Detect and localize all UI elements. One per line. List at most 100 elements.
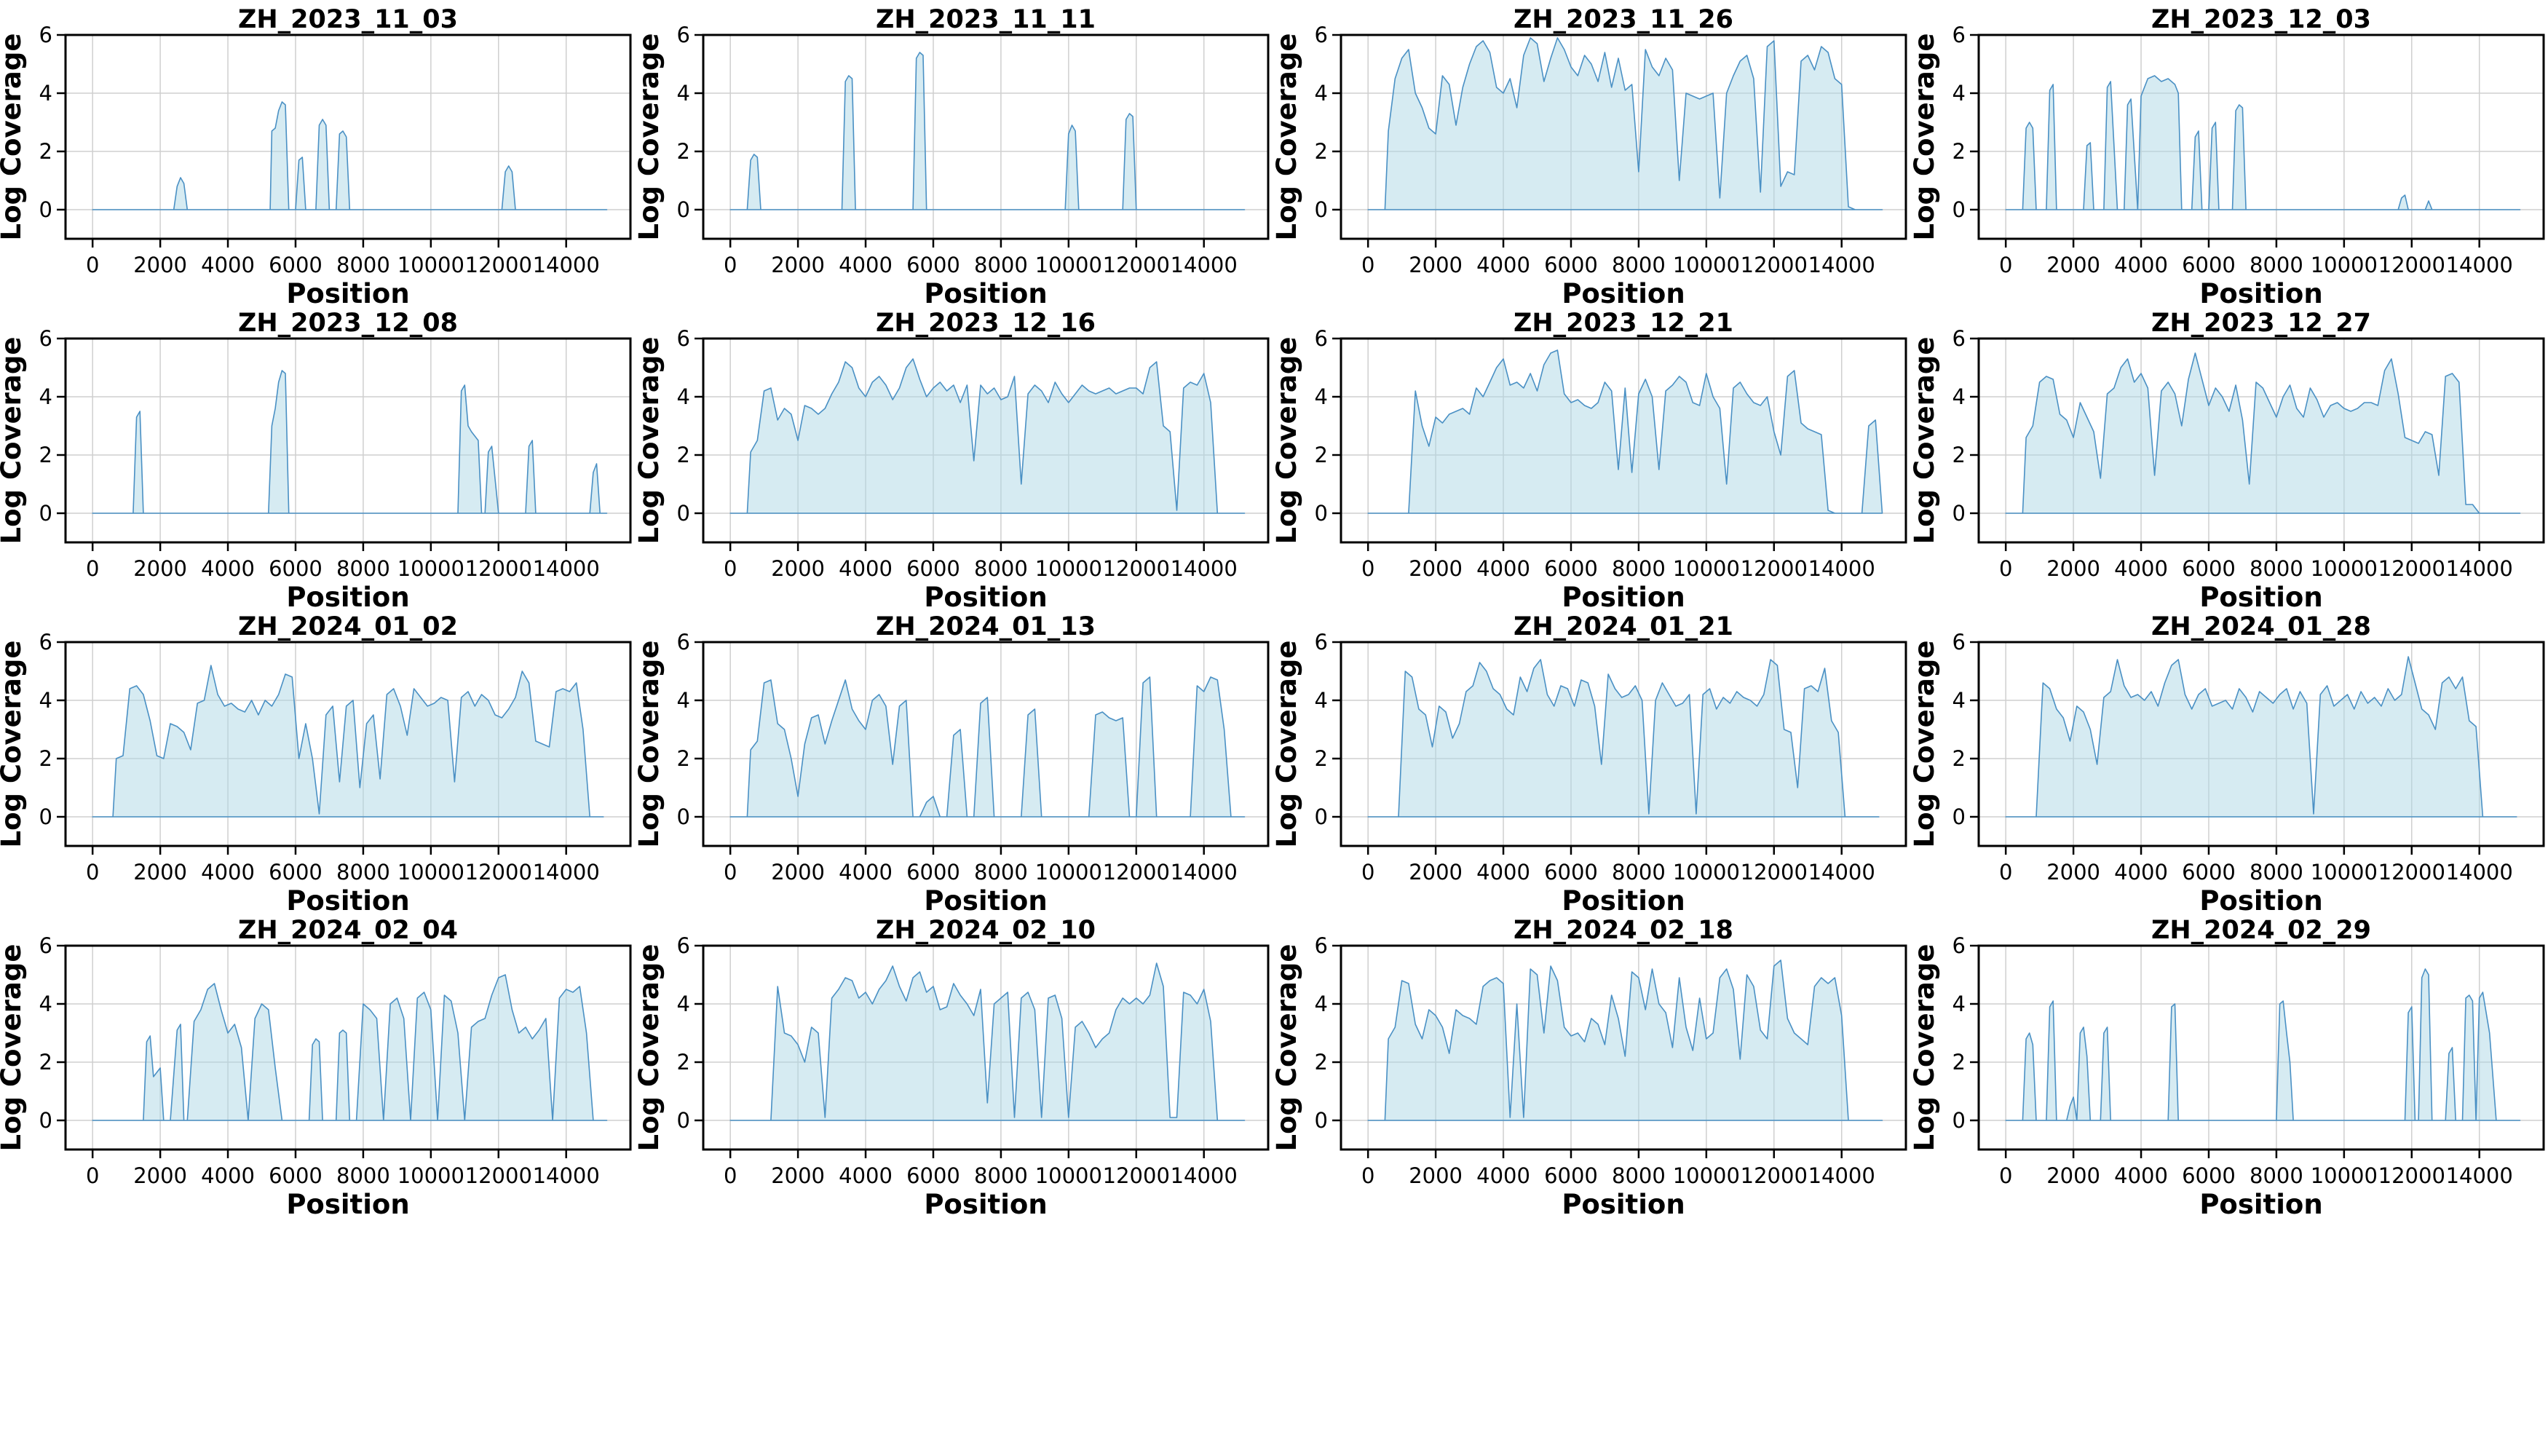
y-tick-label: 2 bbox=[1315, 1050, 1328, 1075]
x-tick-label: 12000 bbox=[465, 556, 532, 581]
x-tick-label: 10000 bbox=[1673, 556, 1740, 581]
x-tick-label: 14000 bbox=[1171, 253, 1238, 277]
y-tick-label: 4 bbox=[677, 992, 690, 1016]
coverage-area bbox=[92, 665, 604, 818]
x-tick-label: 2000 bbox=[2046, 860, 2100, 885]
subplot-title: ZH_2023_11_03 bbox=[238, 5, 458, 34]
x-tick-label: 6000 bbox=[269, 860, 323, 885]
x-axis-label: Position bbox=[1562, 1189, 1685, 1220]
x-tick-label: 6000 bbox=[1544, 860, 1598, 885]
x-tick-label: 2000 bbox=[133, 860, 187, 885]
y-tick-label: 0 bbox=[39, 804, 52, 829]
subplot-4: 0 2000 4000 6000 8000 10000 12000 14000 0 2 4 6 ZH_2… bbox=[1909, 5, 2545, 309]
y-axis-label: Log Coverage bbox=[633, 944, 665, 1152]
x-tick-label: 0 bbox=[724, 860, 737, 885]
x-tick-label: 12000 bbox=[465, 1163, 532, 1188]
coverage-area bbox=[92, 101, 608, 210]
y-tick-label: 2 bbox=[1952, 139, 1966, 164]
x-tick-label: 8000 bbox=[2250, 253, 2303, 277]
x-tick-label: 4000 bbox=[201, 860, 255, 885]
x-tick-label: 2000 bbox=[1409, 860, 1463, 885]
x-tick-label: 10000 bbox=[397, 253, 464, 277]
y-tick-label: 4 bbox=[1952, 688, 1966, 713]
x-tick-label: 14000 bbox=[533, 556, 600, 581]
x-axis-label: Position bbox=[1562, 885, 1685, 917]
x-tick-label: 4000 bbox=[839, 860, 893, 885]
x-axis-label: Position bbox=[2199, 278, 2322, 309]
x-tick-label: 0 bbox=[86, 556, 99, 581]
y-tick-label: 6 bbox=[1315, 326, 1328, 351]
y-tick-label: 4 bbox=[677, 81, 690, 106]
x-axis-label: Position bbox=[2199, 885, 2322, 917]
x-tick-label: 10000 bbox=[1673, 253, 1740, 277]
x-axis-label: Position bbox=[924, 278, 1047, 309]
subplot-title: ZH_2023_12_16 bbox=[876, 309, 1096, 338]
x-tick-label: 4000 bbox=[839, 1163, 893, 1188]
subplot-9: 0 2000 4000 6000 8000 10000 12000 14000 0 2 4 6 ZH_2… bbox=[0, 612, 632, 917]
x-tick-label: 2000 bbox=[2046, 556, 2100, 581]
y-tick-label: 6 bbox=[39, 23, 52, 47]
x-tick-label: 0 bbox=[1999, 556, 2012, 581]
x-tick-label: 12000 bbox=[2378, 253, 2445, 277]
y-tick-label: 4 bbox=[677, 384, 690, 409]
coverage-area bbox=[2005, 968, 2521, 1121]
x-tick-label: 2000 bbox=[133, 1163, 187, 1188]
y-axis-label: Log Coverage bbox=[1271, 944, 1302, 1152]
x-tick-label: 8000 bbox=[2250, 860, 2303, 885]
subplot-14: 0 2000 4000 6000 8000 10000 12000 14000 0 2 4 6 ZH_2… bbox=[633, 916, 1270, 1220]
coverage-area bbox=[2005, 75, 2521, 210]
subplot-title: ZH_2023_11_26 bbox=[1514, 5, 1733, 34]
y-tick-label: 0 bbox=[39, 501, 52, 526]
x-tick-label: 14000 bbox=[1808, 1163, 1875, 1188]
x-tick-label: 0 bbox=[1361, 253, 1374, 277]
x-tick-label: 0 bbox=[86, 253, 99, 277]
axes-frame bbox=[64, 944, 632, 1151]
y-tick-label: 2 bbox=[39, 139, 52, 164]
coverage-area bbox=[729, 962, 1246, 1121]
y-tick-label: 2 bbox=[1315, 443, 1328, 467]
subplot-title: ZH_2024_02_10 bbox=[876, 916, 1096, 945]
x-tick-label: 2000 bbox=[2046, 1163, 2100, 1188]
subplot-title: ZH_2024_02_04 bbox=[238, 916, 458, 945]
subplot-title: ZH_2024_01_02 bbox=[238, 612, 458, 641]
x-tick-label: 10000 bbox=[397, 556, 464, 581]
coverage-area bbox=[92, 370, 608, 514]
x-tick-label: 8000 bbox=[2250, 1163, 2303, 1188]
subplot-8: 0 2000 4000 6000 8000 10000 12000 14000 0 2 4 6 ZH_2… bbox=[1909, 309, 2545, 613]
coverage-area bbox=[1367, 37, 1883, 210]
y-axis-label: Log Coverage bbox=[1909, 641, 1940, 848]
axes-frame bbox=[702, 337, 1270, 544]
x-tick-label: 14000 bbox=[2446, 1163, 2513, 1188]
y-tick-label: 6 bbox=[1952, 326, 1966, 351]
x-tick-label: 14000 bbox=[1171, 1163, 1238, 1188]
x-tick-label: 4000 bbox=[1476, 253, 1530, 277]
x-tick-label: 12000 bbox=[1741, 556, 1808, 581]
subplot-11: 0 2000 4000 6000 8000 10000 12000 14000 0 2 4 6 ZH_2… bbox=[1271, 612, 1907, 917]
y-tick-label: 6 bbox=[1315, 933, 1328, 958]
x-tick-label: 14000 bbox=[2446, 860, 2513, 885]
subplot-3: 0 2000 4000 6000 8000 10000 12000 14000 0 2 4 6 ZH_2… bbox=[1271, 5, 1907, 309]
x-tick-label: 2000 bbox=[1409, 253, 1463, 277]
y-tick-label: 2 bbox=[1952, 443, 1966, 467]
y-tick-label: 6 bbox=[39, 933, 52, 958]
y-tick-label: 0 bbox=[1315, 501, 1328, 526]
y-tick-label: 0 bbox=[1315, 1108, 1328, 1133]
axes-frame bbox=[64, 641, 632, 847]
subplot-10: 0 2000 4000 6000 8000 10000 12000 14000 0 2 4 6 ZH_2… bbox=[633, 612, 1270, 917]
x-tick-label: 8000 bbox=[1612, 253, 1666, 277]
x-axis-label: Position bbox=[2199, 1189, 2322, 1220]
x-tick-label: 14000 bbox=[1171, 556, 1238, 581]
x-axis-label: Position bbox=[1562, 582, 1685, 613]
x-tick-label: 2000 bbox=[133, 556, 187, 581]
x-tick-label: 12000 bbox=[2378, 1163, 2445, 1188]
x-tick-label: 6000 bbox=[2182, 253, 2236, 277]
y-tick-label: 4 bbox=[1315, 688, 1328, 713]
x-tick-label: 4000 bbox=[201, 1163, 255, 1188]
y-tick-label: 0 bbox=[1315, 804, 1328, 829]
x-tick-label: 10000 bbox=[1035, 253, 1102, 277]
x-tick-label: 10000 bbox=[1035, 1163, 1102, 1188]
coverage-area bbox=[1367, 349, 1883, 514]
subplot-title: ZH_2024_01_28 bbox=[2151, 612, 2371, 641]
subplot-13: 0 2000 4000 6000 8000 10000 12000 14000 0 2 4 6 ZH_2… bbox=[0, 916, 632, 1220]
